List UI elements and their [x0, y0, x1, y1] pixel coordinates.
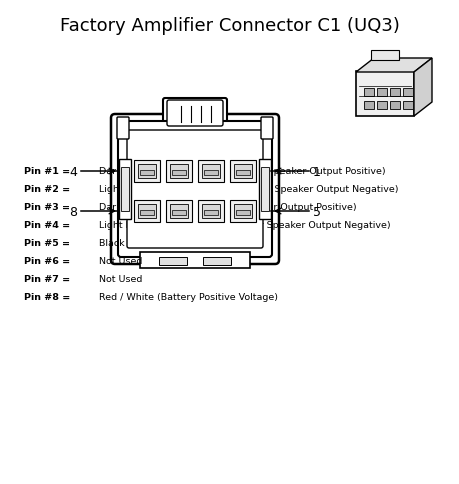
Bar	[389, 102, 399, 110]
Text: 5: 5	[312, 205, 320, 218]
Bar	[170, 165, 188, 179]
FancyBboxPatch shape	[118, 122, 271, 257]
Bar	[235, 171, 249, 176]
Text: Pin #6 =: Pin #6 =	[24, 257, 70, 265]
Bar	[355, 72, 413, 117]
Bar	[140, 171, 154, 176]
Bar	[138, 205, 156, 219]
Text: Dark Blue / White (Rear Subwoofer Speaker Output Positive): Dark Blue / White (Rear Subwoofer Speake…	[96, 166, 385, 176]
Bar	[197, 161, 224, 182]
Text: Factory Amplifier Connector C1 (UQ3): Factory Amplifier Connector C1 (UQ3)	[60, 17, 399, 35]
Bar	[203, 211, 218, 215]
Text: Pin #3 =: Pin #3 =	[24, 203, 70, 212]
FancyBboxPatch shape	[167, 101, 223, 127]
Bar	[258, 160, 270, 220]
Text: Light Green / Black (Rear Subwoofer Speaker Output Negative): Light Green / Black (Rear Subwoofer Spea…	[96, 184, 397, 194]
Bar	[202, 165, 219, 179]
Polygon shape	[355, 59, 431, 73]
Bar	[119, 160, 131, 220]
Bar	[166, 161, 191, 182]
Text: Not Used: Not Used	[96, 274, 142, 284]
Bar	[402, 89, 412, 97]
Bar	[159, 257, 187, 265]
Text: Black / White (Amplifier Ground): Black / White (Amplifier Ground)	[96, 239, 252, 247]
Bar	[172, 171, 185, 176]
Bar	[203, 171, 218, 176]
Bar	[260, 167, 269, 212]
Bar	[140, 253, 249, 269]
Bar	[376, 102, 386, 110]
Bar	[376, 89, 386, 97]
Bar	[370, 51, 398, 61]
Bar	[230, 161, 256, 182]
Bar	[121, 167, 129, 212]
Text: Pin #4 =: Pin #4 =	[24, 221, 70, 229]
Text: Pin #1 =: Pin #1 =	[24, 166, 70, 176]
Bar	[134, 161, 160, 182]
Bar	[363, 89, 373, 97]
Text: 1: 1	[312, 165, 320, 178]
FancyBboxPatch shape	[260, 118, 272, 140]
FancyBboxPatch shape	[162, 99, 226, 129]
Bar	[234, 165, 252, 179]
FancyBboxPatch shape	[127, 131, 263, 248]
Text: Red / White (Battery Positive Voltage): Red / White (Battery Positive Voltage)	[96, 292, 277, 302]
Bar	[140, 211, 154, 215]
Text: Pin #7 =: Pin #7 =	[24, 274, 70, 284]
Text: Light Blue / Black (Rear Subwoofer Speaker Output Negative): Light Blue / Black (Rear Subwoofer Speak…	[96, 221, 390, 229]
Bar	[138, 165, 156, 179]
Bar	[166, 200, 191, 223]
Bar	[134, 200, 160, 223]
Bar	[363, 102, 373, 110]
FancyBboxPatch shape	[111, 115, 279, 264]
Text: 8: 8	[69, 205, 77, 218]
Text: Not Used: Not Used	[96, 257, 142, 265]
Bar	[202, 257, 230, 265]
Polygon shape	[413, 59, 431, 117]
Bar	[234, 205, 252, 219]
Text: Pin #8 =: Pin #8 =	[24, 292, 70, 302]
Text: Pin #5 =: Pin #5 =	[24, 239, 70, 247]
Bar	[402, 102, 412, 110]
Text: Dark Green (Rear Subwoofer Speaker Output Positive): Dark Green (Rear Subwoofer Speaker Outpu…	[96, 203, 356, 212]
Bar	[389, 89, 399, 97]
Bar	[230, 200, 256, 223]
FancyBboxPatch shape	[117, 118, 129, 140]
Text: 4: 4	[69, 165, 77, 178]
Bar	[170, 205, 188, 219]
Bar	[197, 200, 224, 223]
Bar	[172, 211, 185, 215]
Bar	[202, 205, 219, 219]
Text: Pin #2 =: Pin #2 =	[24, 184, 70, 194]
Bar	[235, 211, 249, 215]
